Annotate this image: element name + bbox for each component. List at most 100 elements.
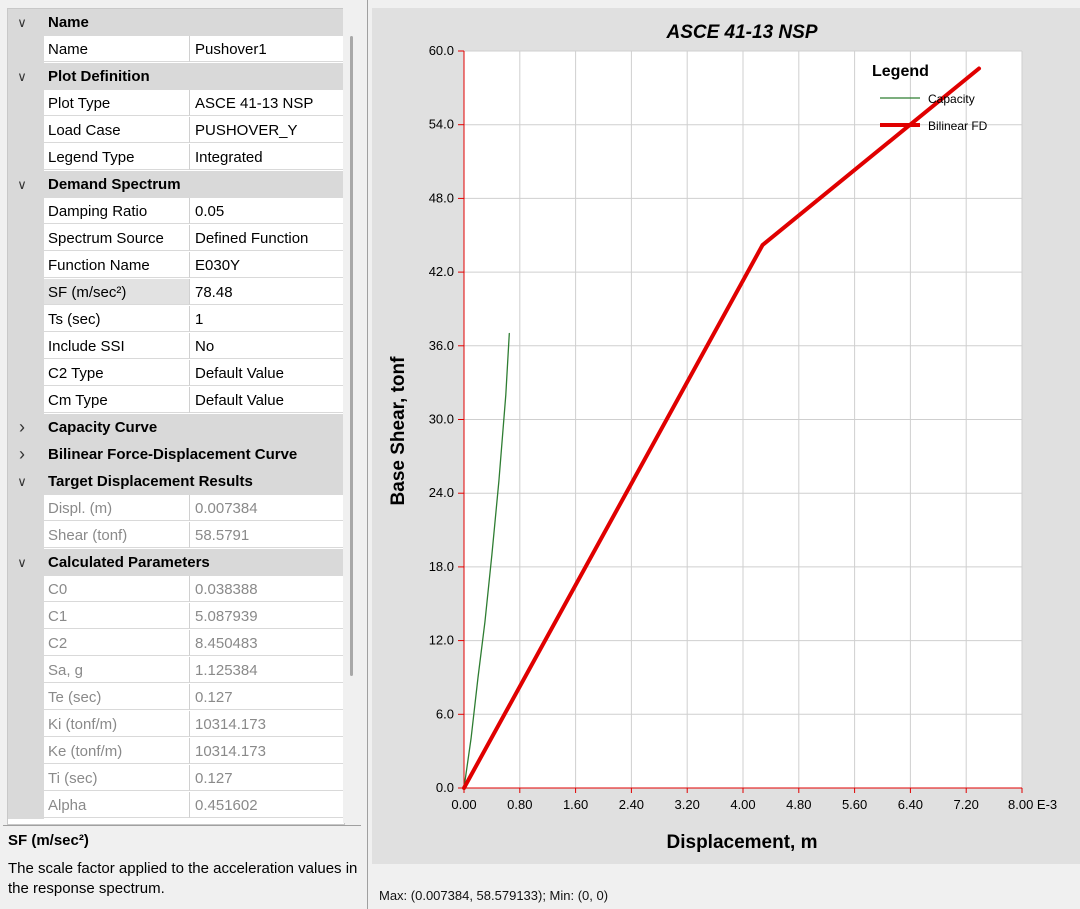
property-name[interactable]: Shear (tonf) (44, 522, 190, 548)
property-row[interactable]: Legend Type Integrated (8, 144, 344, 171)
row-indent (8, 117, 44, 144)
property-value[interactable]: 10314.173 (190, 711, 344, 737)
property-row[interactable]: Ti (sec) 0.127 (8, 765, 344, 792)
property-grid-scrollbar[interactable] (343, 8, 357, 823)
property-value[interactable]: 0.007384 (190, 495, 344, 521)
category-row[interactable]: ∨ Calculated Parameters (8, 549, 344, 576)
property-name[interactable]: Ts (sec) (44, 306, 190, 332)
property-value[interactable]: Pushover1 (190, 36, 344, 62)
property-name[interactable]: SF (m/sec²) (44, 279, 190, 305)
property-value[interactable]: Default Value (190, 360, 344, 386)
property-row[interactable]: Spectrum Source Defined Function (8, 225, 344, 252)
property-name[interactable]: Include SSI (44, 333, 190, 359)
category-row[interactable]: › Capacity Curve (8, 414, 344, 441)
x-tick-label: 7.20 (954, 797, 979, 812)
property-row[interactable]: Function Name E030Y (8, 252, 344, 279)
property-value[interactable]: 0.05 (190, 198, 344, 224)
category-row[interactable]: › Bilinear Force-Displacement Curve (8, 441, 344, 468)
property-name[interactable]: Plot Type (44, 90, 190, 116)
property-row[interactable]: Plot Type ASCE 41-13 NSP (8, 90, 344, 117)
property-value[interactable]: 1 (190, 306, 344, 332)
category-row[interactable]: ∨ Target Displacement Results (8, 468, 344, 495)
property-name[interactable]: Legend Type (44, 144, 190, 170)
property-row[interactable]: C1 5.087939 (8, 603, 344, 630)
status-text: Max: (0.007384, 58.579133); Min: (0, 0) (379, 888, 609, 903)
property-value[interactable]: 0.127 (190, 684, 344, 710)
chevron-down-icon[interactable]: ∨ (17, 555, 27, 570)
chevron-down-icon[interactable]: ∨ (17, 15, 27, 30)
property-value[interactable]: Default Value (190, 387, 344, 413)
property-row[interactable]: Alpha 0.451602 (8, 792, 344, 819)
property-name[interactable]: Te (sec) (44, 684, 190, 710)
property-name[interactable]: C2 Type (44, 360, 190, 386)
property-name[interactable]: Ke (tonf/m) (44, 738, 190, 764)
row-indent (8, 792, 44, 819)
property-name[interactable]: C2 (44, 630, 190, 656)
x-tick-label: 2.40 (619, 797, 644, 812)
row-indent (8, 279, 44, 306)
category-row[interactable]: ∨ Name (8, 9, 344, 36)
x-tick-label: 4.00 (730, 797, 755, 812)
property-row[interactable]: Shear (tonf) 58.5791 (8, 522, 344, 549)
property-row[interactable]: Ke (tonf/m) 10314.173 (8, 738, 344, 765)
property-name[interactable]: Function Name (44, 252, 190, 278)
property-value[interactable]: Defined Function (190, 225, 344, 251)
property-grid[interactable]: ∨ Name Name Pushover1 ∨ Plot Definition Plot T… (7, 8, 345, 825)
property-row[interactable]: C2 Type Default Value (8, 360, 344, 387)
y-tick-label: 36.0 (429, 338, 454, 353)
row-indent (8, 90, 44, 117)
property-value[interactable]: 78.48 (190, 279, 344, 305)
category-label: Bilinear Force-Displacement Curve (48, 446, 298, 463)
property-value[interactable]: 58.5791 (190, 522, 344, 548)
property-name[interactable]: Load Case (44, 117, 190, 143)
property-name[interactable]: Sa, g (44, 657, 190, 683)
property-row[interactable]: SF (m/sec²) 78.48 (8, 279, 344, 306)
property-value[interactable]: E030Y (190, 252, 344, 278)
property-row[interactable]: C0 0.038388 (8, 576, 344, 603)
property-row[interactable]: Name Pushover1 (8, 36, 344, 63)
property-value[interactable]: ASCE 41-13 NSP (190, 90, 344, 116)
property-row[interactable]: Ki (tonf/m) 10314.173 (8, 711, 344, 738)
property-value[interactable]: 0.038388 (190, 576, 344, 602)
property-name[interactable]: Alpha (44, 792, 190, 818)
status-bar: Max: (0.007384, 58.579133); Min: (0, 0) (372, 864, 1080, 909)
property-row[interactable]: Ts (sec) 1 (8, 306, 344, 333)
property-name[interactable]: Cm Type (44, 387, 190, 413)
y-axis-label: Base Shear, tonf (388, 356, 409, 506)
chevron-down-icon[interactable]: ∨ (17, 69, 27, 84)
description-title: SF (m/sec²) (8, 832, 89, 849)
property-value[interactable]: PUSHOVER_Y (190, 117, 344, 143)
property-row[interactable]: Te (sec) 0.127 (8, 684, 344, 711)
property-row[interactable]: Cm Type Default Value (8, 387, 344, 414)
scrollbar-thumb[interactable] (350, 36, 353, 676)
y-tick-label: 54.0 (429, 117, 454, 132)
property-row[interactable]: C2 8.450483 (8, 630, 344, 657)
property-name[interactable]: C0 (44, 576, 190, 602)
chevron-right-icon[interactable]: › (19, 444, 25, 464)
property-row[interactable]: Damping Ratio 0.05 (8, 198, 344, 225)
property-row[interactable]: Include SSI No (8, 333, 344, 360)
property-value[interactable]: 1.125384 (190, 657, 344, 683)
property-name[interactable]: Ki (tonf/m) (44, 711, 190, 737)
chevron-right-icon[interactable]: › (19, 417, 25, 437)
property-name[interactable]: Damping Ratio (44, 198, 190, 224)
property-row[interactable]: Load Case PUSHOVER_Y (8, 117, 344, 144)
chevron-down-icon[interactable]: ∨ (17, 474, 27, 489)
property-value[interactable]: 0.127 (190, 765, 344, 791)
property-row[interactable]: Sa, g 1.125384 (8, 657, 344, 684)
property-value[interactable]: 8.450483 (190, 630, 344, 656)
property-name[interactable]: Name (44, 36, 190, 62)
category-row[interactable]: ∨ Demand Spectrum (8, 171, 344, 198)
property-name[interactable]: Ti (sec) (44, 765, 190, 791)
property-value[interactable]: 0.451602 (190, 792, 344, 818)
property-value[interactable]: 10314.173 (190, 738, 344, 764)
category-row[interactable]: ∨ Plot Definition (8, 63, 344, 90)
property-value[interactable]: 5.087939 (190, 603, 344, 629)
property-row[interactable]: Displ. (m) 0.007384 (8, 495, 344, 522)
property-name[interactable]: Spectrum Source (44, 225, 190, 251)
property-value[interactable]: No (190, 333, 344, 359)
property-name[interactable]: C1 (44, 603, 190, 629)
property-name[interactable]: Displ. (m) (44, 495, 190, 521)
chevron-down-icon[interactable]: ∨ (17, 177, 27, 192)
property-value[interactable]: Integrated (190, 144, 344, 170)
